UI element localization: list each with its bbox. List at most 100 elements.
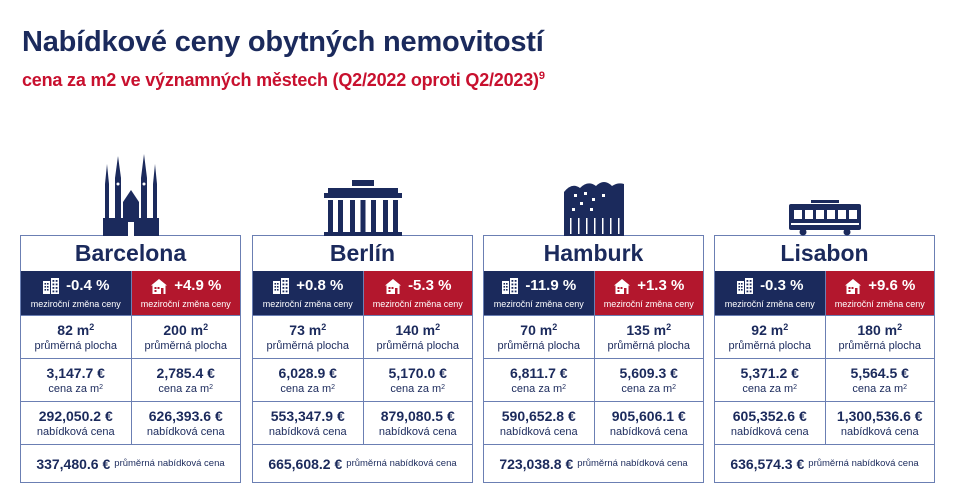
offer-row: 553,347.9 € nabídková cena 879,080.5 € n… — [253, 401, 472, 444]
price-m2-row: 5,371.2 € cena za m2 5,564.5 € cena za m… — [715, 358, 934, 401]
area-value: 92 — [751, 322, 767, 338]
change-row: -11.9 % meziroční změna ceny +1.3 % mezi… — [484, 271, 703, 315]
unit-exponent: 2 — [441, 384, 446, 391]
house-icon — [151, 278, 168, 294]
city-name: Barcelona — [74, 240, 187, 266]
change-value: -5.3 % — [408, 277, 452, 294]
apartment-building-icon — [43, 277, 60, 294]
change-label: meziroční změna ceny — [262, 299, 353, 309]
change-row: -0.3 % meziroční změna ceny +9.6 % mezir… — [715, 271, 934, 315]
subtitle-text: cena za m2 ve významných městech (Q2/202… — [22, 70, 539, 90]
offer-row: 292,050.2 € nabídková cena 626,393.6 € n… — [21, 401, 240, 444]
unit-exponent: 2 — [331, 384, 336, 391]
price-m2-label: cena za m2 — [484, 383, 594, 395]
house-area: 140 m2 průměrná plocha — [362, 315, 472, 358]
tram-icon — [715, 136, 934, 236]
house-offer: 626,393.6 € nabídková cena — [130, 401, 240, 444]
label-text: cena za m — [280, 383, 332, 395]
house-icon — [614, 278, 631, 294]
apartment-area: 70 m2 průměrná plocha — [484, 315, 594, 358]
area-label: průměrná plocha — [266, 340, 350, 352]
unit-exponent: 2 — [321, 322, 327, 332]
house-offer: 905,606.1 € nabídková cena — [593, 401, 703, 444]
house-area: 200 m2 průměrná plocha — [130, 315, 240, 358]
offer-label: nabídková cena — [499, 426, 578, 438]
average-offer-value: 337,480.6 € — [36, 455, 111, 472]
label-text: cena za m — [621, 383, 673, 395]
offer-label: nabídková cena — [840, 426, 919, 438]
area-unit: m — [770, 322, 784, 338]
house-change: +4.9 % meziroční změna ceny — [130, 271, 240, 315]
house-change: -5.3 % meziroční změna ceny — [362, 271, 472, 315]
footnote-ref: 9 — [538, 70, 545, 82]
average-offer-value: 636,574.3 € — [730, 455, 805, 472]
price-m2-value: 2,785.4 € — [156, 365, 215, 381]
change-value: -11.9 % — [525, 277, 577, 294]
change-label: meziroční změna ceny — [30, 299, 121, 309]
area-label: průměrná plocha — [376, 340, 460, 352]
label-text: cena za m — [511, 383, 563, 395]
change-label: meziroční změna ceny — [603, 299, 694, 309]
unit-exponent: 2 — [793, 384, 798, 391]
unit-exponent: 2 — [552, 322, 558, 332]
area-label: průměrná plocha — [34, 340, 118, 352]
apartment-area: 82 m2 průměrná plocha — [21, 315, 131, 358]
label-text: cena za m — [852, 383, 904, 395]
average-offer-label: průměrná nabídková cena — [808, 458, 919, 469]
price-m2-label: cena za m2 — [364, 383, 473, 395]
change-label: meziroční změna ceny — [834, 299, 925, 309]
unit-exponent: 2 — [99, 384, 104, 391]
change-label: meziroční změna ceny — [724, 299, 815, 309]
offer-value: 292,050.2 € — [38, 408, 113, 424]
change-value: +0.8 % — [296, 277, 344, 294]
apartment-price-m2: 6,028.9 € cena za m2 — [253, 358, 363, 401]
area-value: 135 — [626, 322, 650, 338]
offer-label: nabídková cena — [609, 426, 688, 438]
offer-label: nabídková cena — [378, 426, 457, 438]
apartment-offer: 590,652.8 € nabídková cena — [484, 401, 594, 444]
apartment-offer: 605,352.6 € nabídková cena — [715, 401, 825, 444]
apartment-change: -0.4 % meziroční změna ceny — [21, 271, 131, 315]
unit-exponent: 2 — [783, 322, 789, 332]
unit-exponent: 2 — [903, 384, 908, 391]
average-offer: 665,608.2 € průměrná nabídková cena — [253, 444, 472, 482]
city-card: Barcelona -0.4 % meziroční změna ceny — [20, 154, 241, 483]
apartment-price-m2: 5,371.2 € cena za m2 — [715, 358, 825, 401]
change-label: meziroční změna ceny — [372, 299, 463, 309]
apartment-offer: 292,050.2 € nabídková cena — [21, 401, 131, 444]
average-offer-value: 665,608.2 € — [268, 455, 343, 472]
area-unit: m — [190, 322, 204, 338]
average-offer: 723,038.8 € průměrná nabídková cena — [484, 444, 703, 482]
average-offer-label: průměrná nabídková cena — [114, 458, 225, 469]
price-m2-label: cena za m2 — [826, 383, 935, 395]
area-label: průměrná plocha — [838, 340, 922, 352]
offer-value: 590,652.8 € — [501, 408, 576, 424]
price-m2-value: 5,564.5 € — [850, 365, 909, 381]
apartment-area: 92 m2 průměrná plocha — [715, 315, 825, 358]
change-row: -0.4 % meziroční změna ceny +4.9 % mezir… — [21, 271, 240, 315]
apartment-building-icon — [273, 277, 290, 294]
area-value: 140 — [395, 322, 419, 338]
label-text: cena za m — [390, 383, 442, 395]
area-value: 70 — [520, 322, 536, 338]
area-value: 180 — [857, 322, 881, 338]
average-offer-label: průměrná nabídková cena — [577, 458, 688, 469]
unit-exponent: 2 — [89, 322, 95, 332]
price-m2-value: 3,147.7 € — [46, 365, 105, 381]
price-m2-value: 5,609.3 € — [619, 365, 678, 381]
price-m2-label: cena za m2 — [253, 383, 363, 395]
apartment-building-icon — [737, 277, 754, 294]
area-value: 73 — [289, 322, 305, 338]
offer-value: 905,606.1 € — [611, 408, 686, 424]
change-value: -0.3 % — [760, 277, 804, 294]
city-name: Hamburk — [543, 240, 644, 266]
city-card: Hamburk -11.9 % meziroční změna ceny + — [483, 182, 704, 483]
price-m2-value: 6,028.9 € — [278, 365, 337, 381]
offer-label: nabídková cena — [730, 426, 809, 438]
house-change: +9.6 % meziroční změna ceny — [824, 271, 934, 315]
house-area: 180 m2 průměrná plocha — [824, 315, 934, 358]
brandenburg-gate-icon — [253, 136, 472, 236]
area-unit: m — [653, 322, 667, 338]
price-m2-label: cena za m2 — [21, 383, 131, 395]
price-m2-value: 5,170.0 € — [388, 365, 447, 381]
